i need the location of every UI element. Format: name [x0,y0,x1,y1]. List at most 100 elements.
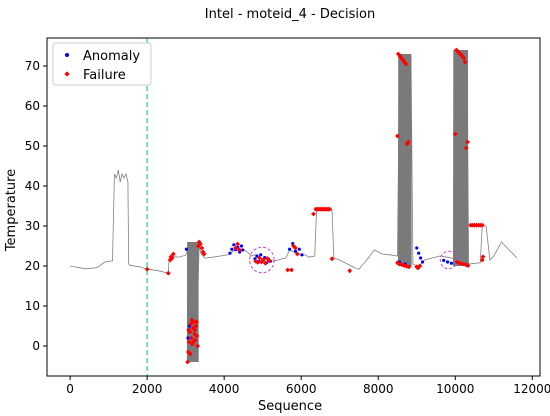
failure-point [347,268,353,274]
y-tick-label: 30 [25,219,40,233]
failure-point [186,327,192,333]
x-tick-label: 12000 [513,382,550,396]
failure-point [192,331,197,337]
anomaly-point [419,256,423,260]
failure-point [197,241,203,247]
failure-point [191,319,197,325]
axes: 0 2000 4000 6000 8000 10000 12000 0 10 20 30 40 50 60… [25,37,550,396]
anomaly-point [186,336,190,340]
anomaly-point [184,247,189,251]
failure-point [405,139,411,145]
anomaly-point [445,260,450,264]
plot-area [70,38,518,376]
failure-point [255,260,261,265]
failure-point [462,59,468,65]
legend-marker-anomaly [65,53,69,57]
failure-point [189,335,194,341]
signal-line [70,53,518,347]
failure-point [257,255,263,261]
anomaly-point [417,251,421,255]
failure-point [194,319,199,325]
failure-point [189,317,195,323]
anomaly-point [228,251,232,255]
failure-point [404,141,410,147]
failure-point [395,133,400,139]
failure-point [291,243,296,249]
anomaly-point [297,247,301,251]
x-tick-label: 4000 [209,382,240,396]
failure-point [169,255,175,261]
y-tick-label: 0 [32,339,40,353]
y-tick-label: 10 [25,299,40,313]
failure-point [480,254,486,260]
anomaly-point [293,249,298,253]
failure-point [192,337,198,343]
failure-point [294,251,300,257]
failure-point [266,258,272,264]
failure-point [479,257,485,263]
failure-point [187,351,193,357]
failure-point [185,359,190,365]
series-failure [144,47,486,365]
failure-point [167,257,173,263]
y-tick-label: 70 [25,59,40,73]
failure-point [190,339,196,345]
x-tick-label: 6000 [286,382,317,396]
legend-label-failure: Failure [83,68,126,83]
failure-point [262,260,268,266]
failure-point [327,206,333,212]
failure-point [199,245,205,251]
anomaly-point [300,253,304,257]
anomaly-point [259,253,263,257]
anomaly-point [239,244,244,248]
failure-point [233,245,239,251]
failure-point [285,267,291,273]
failure-point [398,55,404,61]
legend-box [52,42,152,86]
anomaly-point [449,261,454,265]
failure-point [192,327,198,333]
dense-band-2 [398,53,412,267]
failure-point [190,325,196,331]
failure-point [165,270,171,276]
x-tick-label: 2000 [132,382,163,396]
failure-point [144,266,150,272]
failure-point [261,257,266,262]
failure-point [395,260,400,266]
legend: Anomaly Failure [52,42,152,86]
x-tick-label: 10000 [436,382,474,396]
failure-point [293,245,298,251]
legend-marker-failure [64,71,70,77]
failure-point [403,61,409,67]
anomaly-point [442,258,446,262]
y-tick-label: 40 [25,179,40,193]
failure-point [235,241,241,247]
failure-point [194,333,200,339]
x-tick-label: 0 [66,382,74,396]
failure-point [193,323,199,329]
legend-label-anomaly: Anomaly [83,49,140,64]
failure-point [415,265,421,271]
failure-point [465,263,471,268]
y-axis-label: Temperature [4,169,19,252]
failure-point [460,261,466,267]
anomaly-point [415,246,419,250]
chart-title: Intel - moteid_4 - Decision [205,7,375,22]
x-axis-label: Sequence [258,399,322,414]
failure-point [479,222,485,228]
anomaly-point [255,254,259,258]
failure-point [186,339,192,345]
failure-point [201,251,207,257]
failure-point [185,349,191,355]
failure-point [461,55,467,61]
failure-point [187,329,193,335]
failure-point [465,139,470,145]
failure-point [463,145,469,151]
failure-point [237,247,242,253]
anomaly-point [241,248,245,252]
highlight-circle-1 [249,246,275,274]
plot-frame [46,37,541,377]
failure-point [329,256,335,262]
failure-point [454,259,460,265]
